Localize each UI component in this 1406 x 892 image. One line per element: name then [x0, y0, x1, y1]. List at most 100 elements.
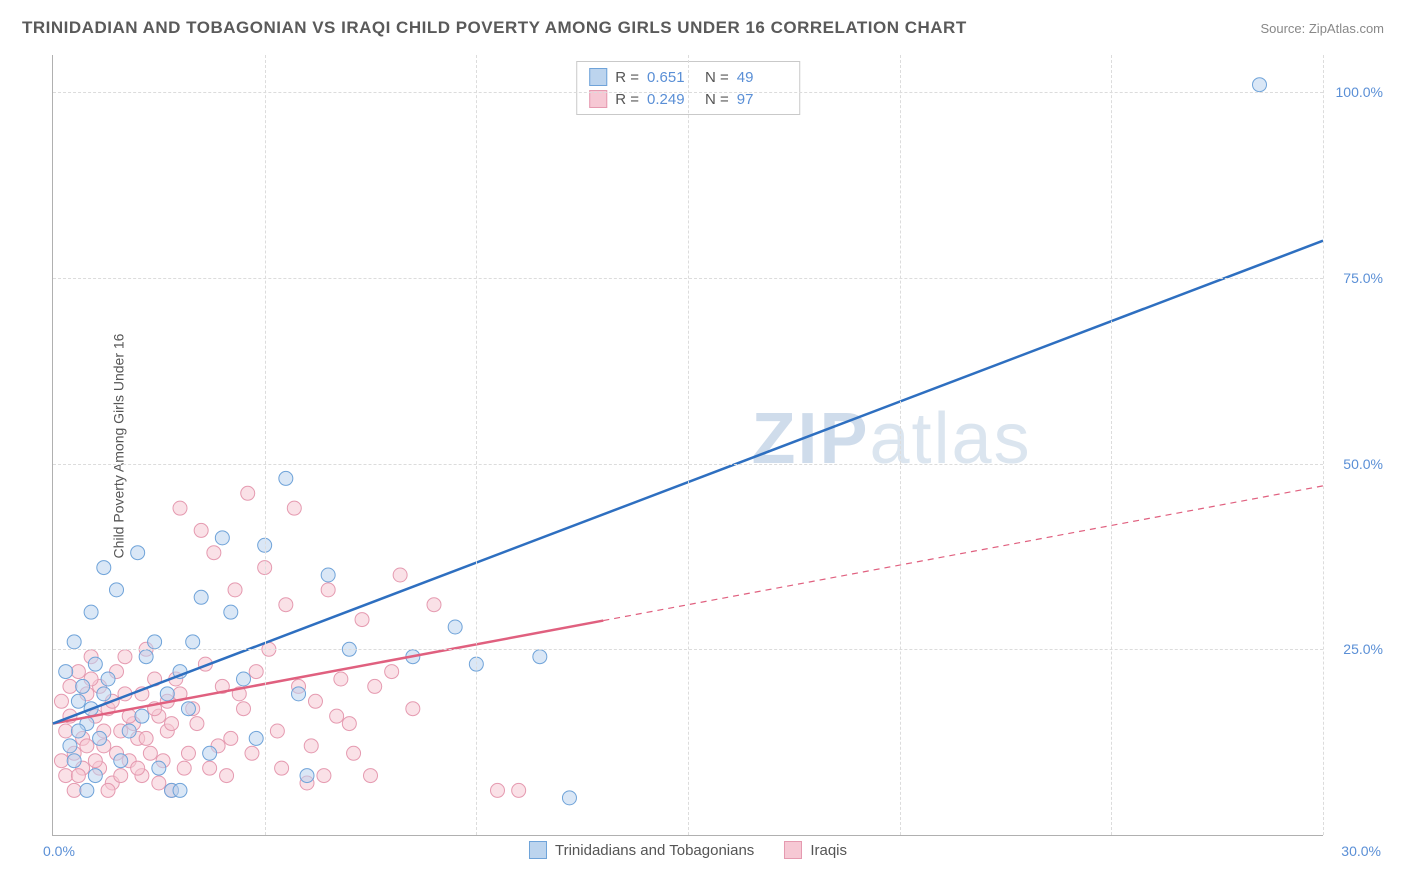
trend-line [53, 621, 603, 724]
data-point [67, 754, 81, 768]
data-point [279, 471, 293, 485]
data-point [177, 761, 191, 775]
data-point [131, 546, 145, 560]
data-point [173, 783, 187, 797]
series-a-name: Trinidadians and Tobagonians [555, 842, 754, 859]
series-b-name: Iraqis [810, 842, 847, 859]
data-point [190, 717, 204, 731]
trend-line-dashed [603, 486, 1323, 621]
y-tick-label: 100.0% [1336, 84, 1383, 100]
data-point [80, 783, 94, 797]
data-point [237, 672, 251, 686]
data-point [71, 724, 85, 738]
data-point [88, 657, 102, 671]
data-point [54, 694, 68, 708]
data-point [135, 709, 149, 723]
data-point [63, 679, 77, 693]
data-point [321, 583, 335, 597]
legend-series: Trinidadians and Tobagonians Iraqis [529, 841, 847, 859]
data-point [342, 717, 356, 731]
data-point [245, 746, 259, 760]
data-point [118, 650, 132, 664]
gridline-v [476, 55, 477, 835]
data-point [139, 650, 153, 664]
data-point [304, 739, 318, 753]
gridline-v [265, 55, 266, 835]
data-point [101, 672, 115, 686]
swatch-series-a [589, 68, 607, 86]
data-point [59, 724, 73, 738]
data-point [54, 754, 68, 768]
data-point [67, 783, 81, 797]
data-point [59, 769, 73, 783]
y-tick-label: 25.0% [1343, 641, 1383, 657]
data-point [88, 754, 102, 768]
data-point [241, 486, 255, 500]
data-point [122, 724, 136, 738]
data-point [270, 724, 284, 738]
data-point [114, 754, 128, 768]
data-point [224, 731, 238, 745]
data-point [512, 783, 526, 797]
data-point [194, 523, 208, 537]
plot-area: ZIPatlas R = 0.651 N = 49 R = 0.249 N = … [52, 55, 1323, 836]
data-point [152, 776, 166, 790]
y-tick-label: 75.0% [1343, 270, 1383, 286]
data-point [165, 717, 179, 731]
data-point [385, 665, 399, 679]
data-point [93, 731, 107, 745]
data-point [71, 665, 85, 679]
data-point [173, 501, 187, 515]
data-point [249, 731, 263, 745]
data-point [152, 761, 166, 775]
data-point [194, 590, 208, 604]
data-point [181, 746, 195, 760]
data-point [67, 635, 81, 649]
data-point [59, 665, 73, 679]
data-point [228, 583, 242, 597]
data-point [1253, 78, 1267, 92]
y-tick-label: 50.0% [1343, 456, 1383, 472]
x-tick-max: 30.0% [1341, 843, 1381, 859]
gridline-v [1111, 55, 1112, 835]
data-point [533, 650, 547, 664]
data-point [186, 635, 200, 649]
gridline-v [688, 55, 689, 835]
data-point [215, 531, 229, 545]
data-point [279, 598, 293, 612]
data-point [237, 702, 251, 716]
data-point [347, 746, 361, 760]
data-point [114, 769, 128, 783]
data-point [143, 746, 157, 760]
data-point [101, 783, 115, 797]
data-point [203, 746, 217, 760]
data-point [406, 702, 420, 716]
data-point [334, 672, 348, 686]
gridline-v [1323, 55, 1324, 835]
data-point [308, 694, 322, 708]
data-point [224, 605, 238, 619]
chart-title: TRINIDADIAN AND TOBAGONIAN VS IRAQI CHIL… [22, 18, 967, 38]
data-point [80, 739, 94, 753]
data-point [220, 769, 234, 783]
data-point [300, 769, 314, 783]
data-point [364, 769, 378, 783]
gridline-v [900, 55, 901, 835]
data-point [287, 501, 301, 515]
data-point [148, 635, 162, 649]
data-point [368, 679, 382, 693]
x-tick-min: 0.0% [43, 843, 75, 859]
data-point [249, 665, 263, 679]
data-point [76, 679, 90, 693]
data-point [292, 687, 306, 701]
swatch-series-b-bottom [784, 841, 802, 859]
data-point [207, 546, 221, 560]
data-point [139, 731, 153, 745]
data-point [330, 709, 344, 723]
data-point [317, 769, 331, 783]
data-point [63, 739, 77, 753]
data-point [110, 583, 124, 597]
data-point [393, 568, 407, 582]
data-point [275, 761, 289, 775]
data-point [181, 702, 195, 716]
